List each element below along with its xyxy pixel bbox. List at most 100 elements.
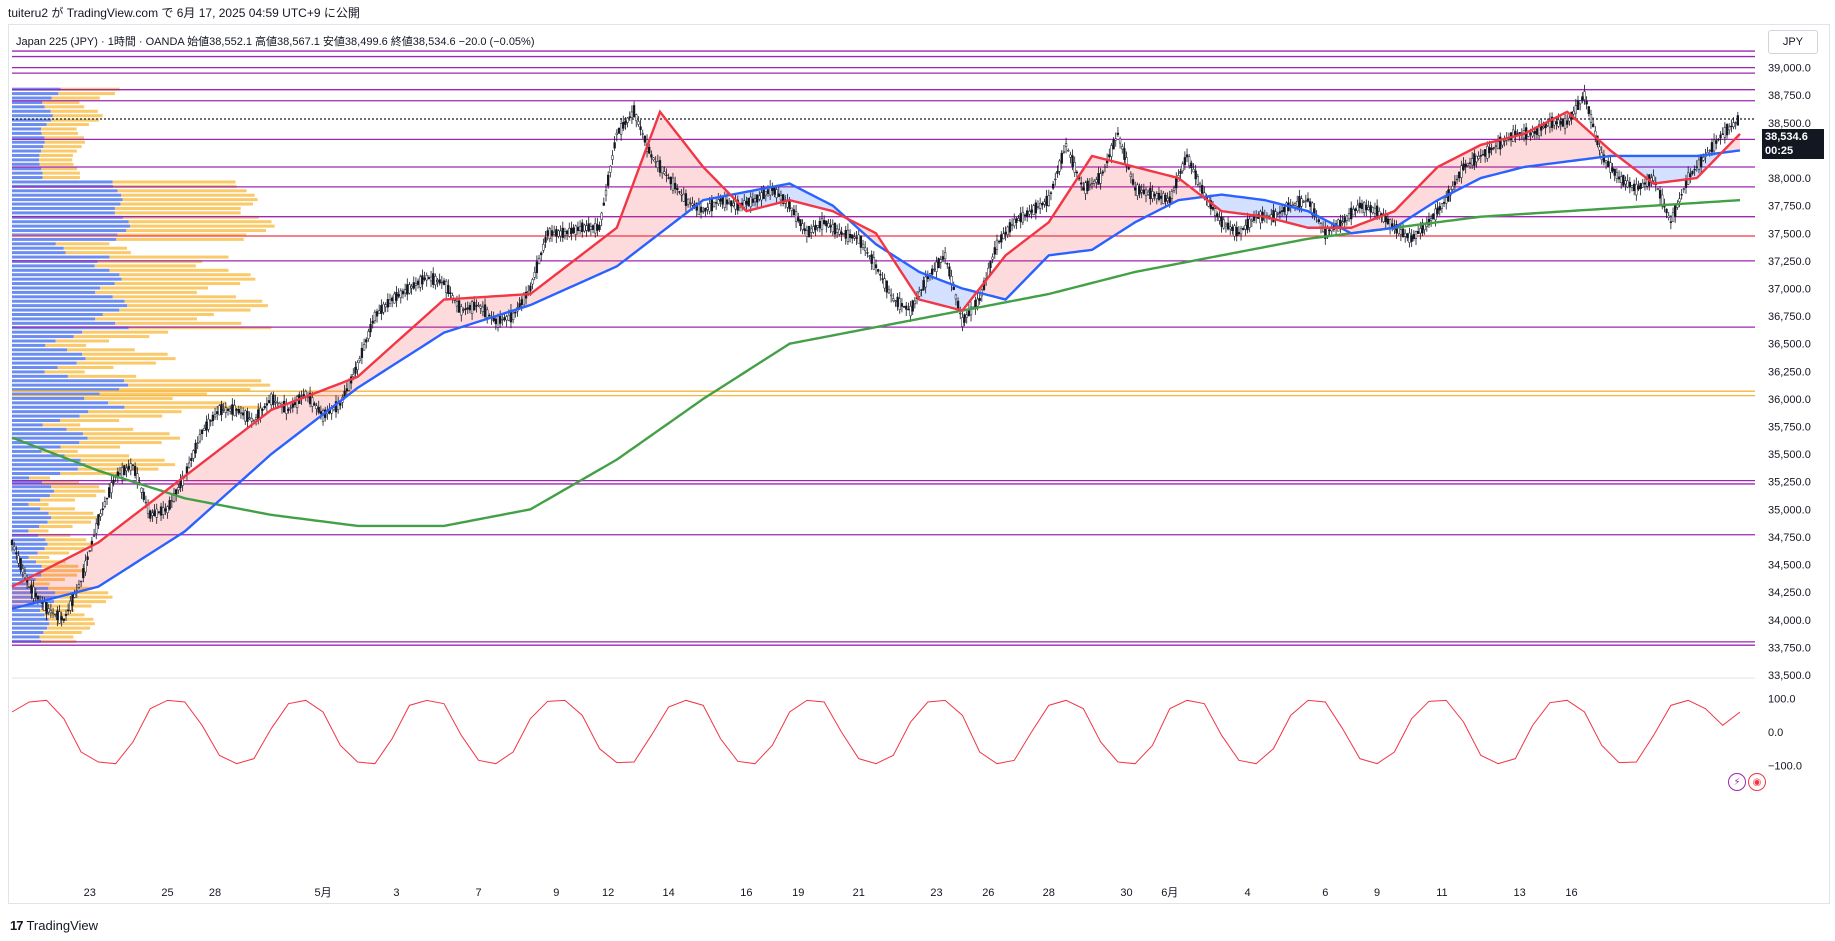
lightning-icon[interactable]: ⚡	[1728, 773, 1746, 791]
candle-body	[1587, 106, 1590, 114]
candle-body	[1531, 131, 1534, 137]
candle-body	[1488, 147, 1491, 154]
candle-body	[1181, 163, 1184, 172]
candle-body	[49, 610, 53, 614]
candle-body	[1147, 191, 1150, 195]
candle-body	[1220, 216, 1223, 227]
candle-body	[496, 315, 500, 328]
ema-cloud-segment	[202, 456, 211, 516]
vp-bar-orange	[82, 352, 168, 356]
candle-body	[345, 388, 348, 392]
candle-body	[481, 306, 485, 313]
candle-body	[898, 298, 901, 310]
candle-body	[1185, 154, 1189, 158]
candle-body	[909, 305, 912, 317]
ema-cloud-segment	[901, 260, 911, 287]
candle-body	[1609, 162, 1612, 173]
candle-body	[835, 228, 839, 233]
vp-bar-orange	[37, 551, 70, 555]
candle-body	[1572, 110, 1575, 115]
oscillator-tick-label: 100.0	[1768, 694, 1796, 706]
candle-body	[788, 201, 791, 210]
candle-body	[425, 274, 428, 281]
candle-body	[1503, 140, 1506, 142]
candle-body	[866, 252, 869, 254]
ema-cloud-segment	[1187, 184, 1196, 200]
candle-body	[712, 201, 716, 208]
candle-body	[449, 292, 452, 295]
ema-cloud-segment	[608, 227, 617, 271]
vp-bar-orange	[41, 127, 77, 131]
vp-bar-orange	[102, 312, 214, 316]
ema-cloud-segment	[1212, 194, 1222, 212]
ema-cloud-segment	[996, 255, 1006, 300]
vp-bar-orange	[57, 595, 113, 599]
candle-body	[34, 592, 37, 597]
candle-body	[86, 556, 89, 561]
vp-bar-orange	[114, 211, 241, 215]
candle-body	[54, 613, 57, 616]
candle-body	[1157, 192, 1161, 200]
vp-bar-blue	[12, 560, 37, 564]
vp-bar-orange	[54, 600, 106, 604]
candle-body	[967, 310, 971, 316]
price-tick-label: 37,750.0	[1768, 201, 1811, 213]
ema-cloud-segment	[1031, 228, 1041, 274]
candle-body	[1291, 204, 1295, 206]
candle-body	[136, 473, 139, 483]
candle-body	[1302, 201, 1305, 203]
candle-body	[1101, 171, 1104, 174]
candle-body	[88, 550, 91, 552]
candle-body	[412, 282, 415, 289]
price-tick-label: 38,500.0	[1768, 118, 1811, 130]
candle-body	[254, 416, 258, 420]
candle-body	[110, 482, 113, 493]
vp-bar-blue	[12, 635, 40, 639]
currency-selector[interactable]: JPY	[1768, 30, 1818, 54]
ema-cloud-segment	[1420, 175, 1429, 212]
ema-fast-line	[11, 109, 1741, 588]
candle-body	[1071, 155, 1074, 167]
candle-body	[1386, 218, 1390, 225]
vp-bar-orange	[65, 251, 131, 255]
candle-body	[598, 225, 601, 230]
candle-body	[1591, 123, 1595, 128]
candle-body	[1408, 232, 1411, 243]
candle-body	[82, 568, 85, 579]
candle-body	[216, 411, 219, 414]
candle-body	[170, 500, 173, 502]
candle-body	[1728, 126, 1731, 131]
candle-body	[1438, 206, 1441, 211]
candle-body	[1216, 213, 1219, 217]
vp-bar-orange	[51, 516, 99, 520]
candle-body	[1725, 124, 1729, 136]
vp-bar-blue	[12, 277, 122, 281]
vp-bar-orange	[39, 525, 73, 529]
ema-mid-line	[11, 149, 1741, 610]
candle-body	[339, 403, 342, 406]
record-icon[interactable]: ◉	[1748, 773, 1766, 791]
candle-body	[918, 291, 921, 297]
candle-body	[1464, 163, 1467, 168]
candle-body	[576, 226, 580, 232]
candle-body	[97, 514, 100, 526]
vp-bar-orange	[112, 295, 236, 299]
candle-body	[1458, 171, 1461, 179]
vp-bar-blue	[12, 525, 40, 529]
candle-body	[1557, 119, 1560, 127]
candle-body	[684, 193, 688, 206]
vp-bar-blue	[12, 343, 46, 347]
candle-body	[1296, 201, 1299, 207]
candle-body	[69, 600, 72, 611]
date-axis: 23 25 28 5月 3 7 9 12 14 16 19 21 23 26 28 30 6月 4 6 9 11 13 16	[84, 887, 1578, 899]
candle-body	[194, 442, 197, 454]
candle-body	[1354, 208, 1357, 211]
candle-body	[125, 467, 128, 472]
candle-body	[1140, 190, 1143, 193]
candle-body	[1023, 214, 1027, 216]
candle-body	[283, 400, 286, 413]
ema-cloud-segment	[1679, 155, 1689, 181]
vp-bar-blue	[12, 295, 113, 299]
candle-body	[1328, 229, 1331, 232]
